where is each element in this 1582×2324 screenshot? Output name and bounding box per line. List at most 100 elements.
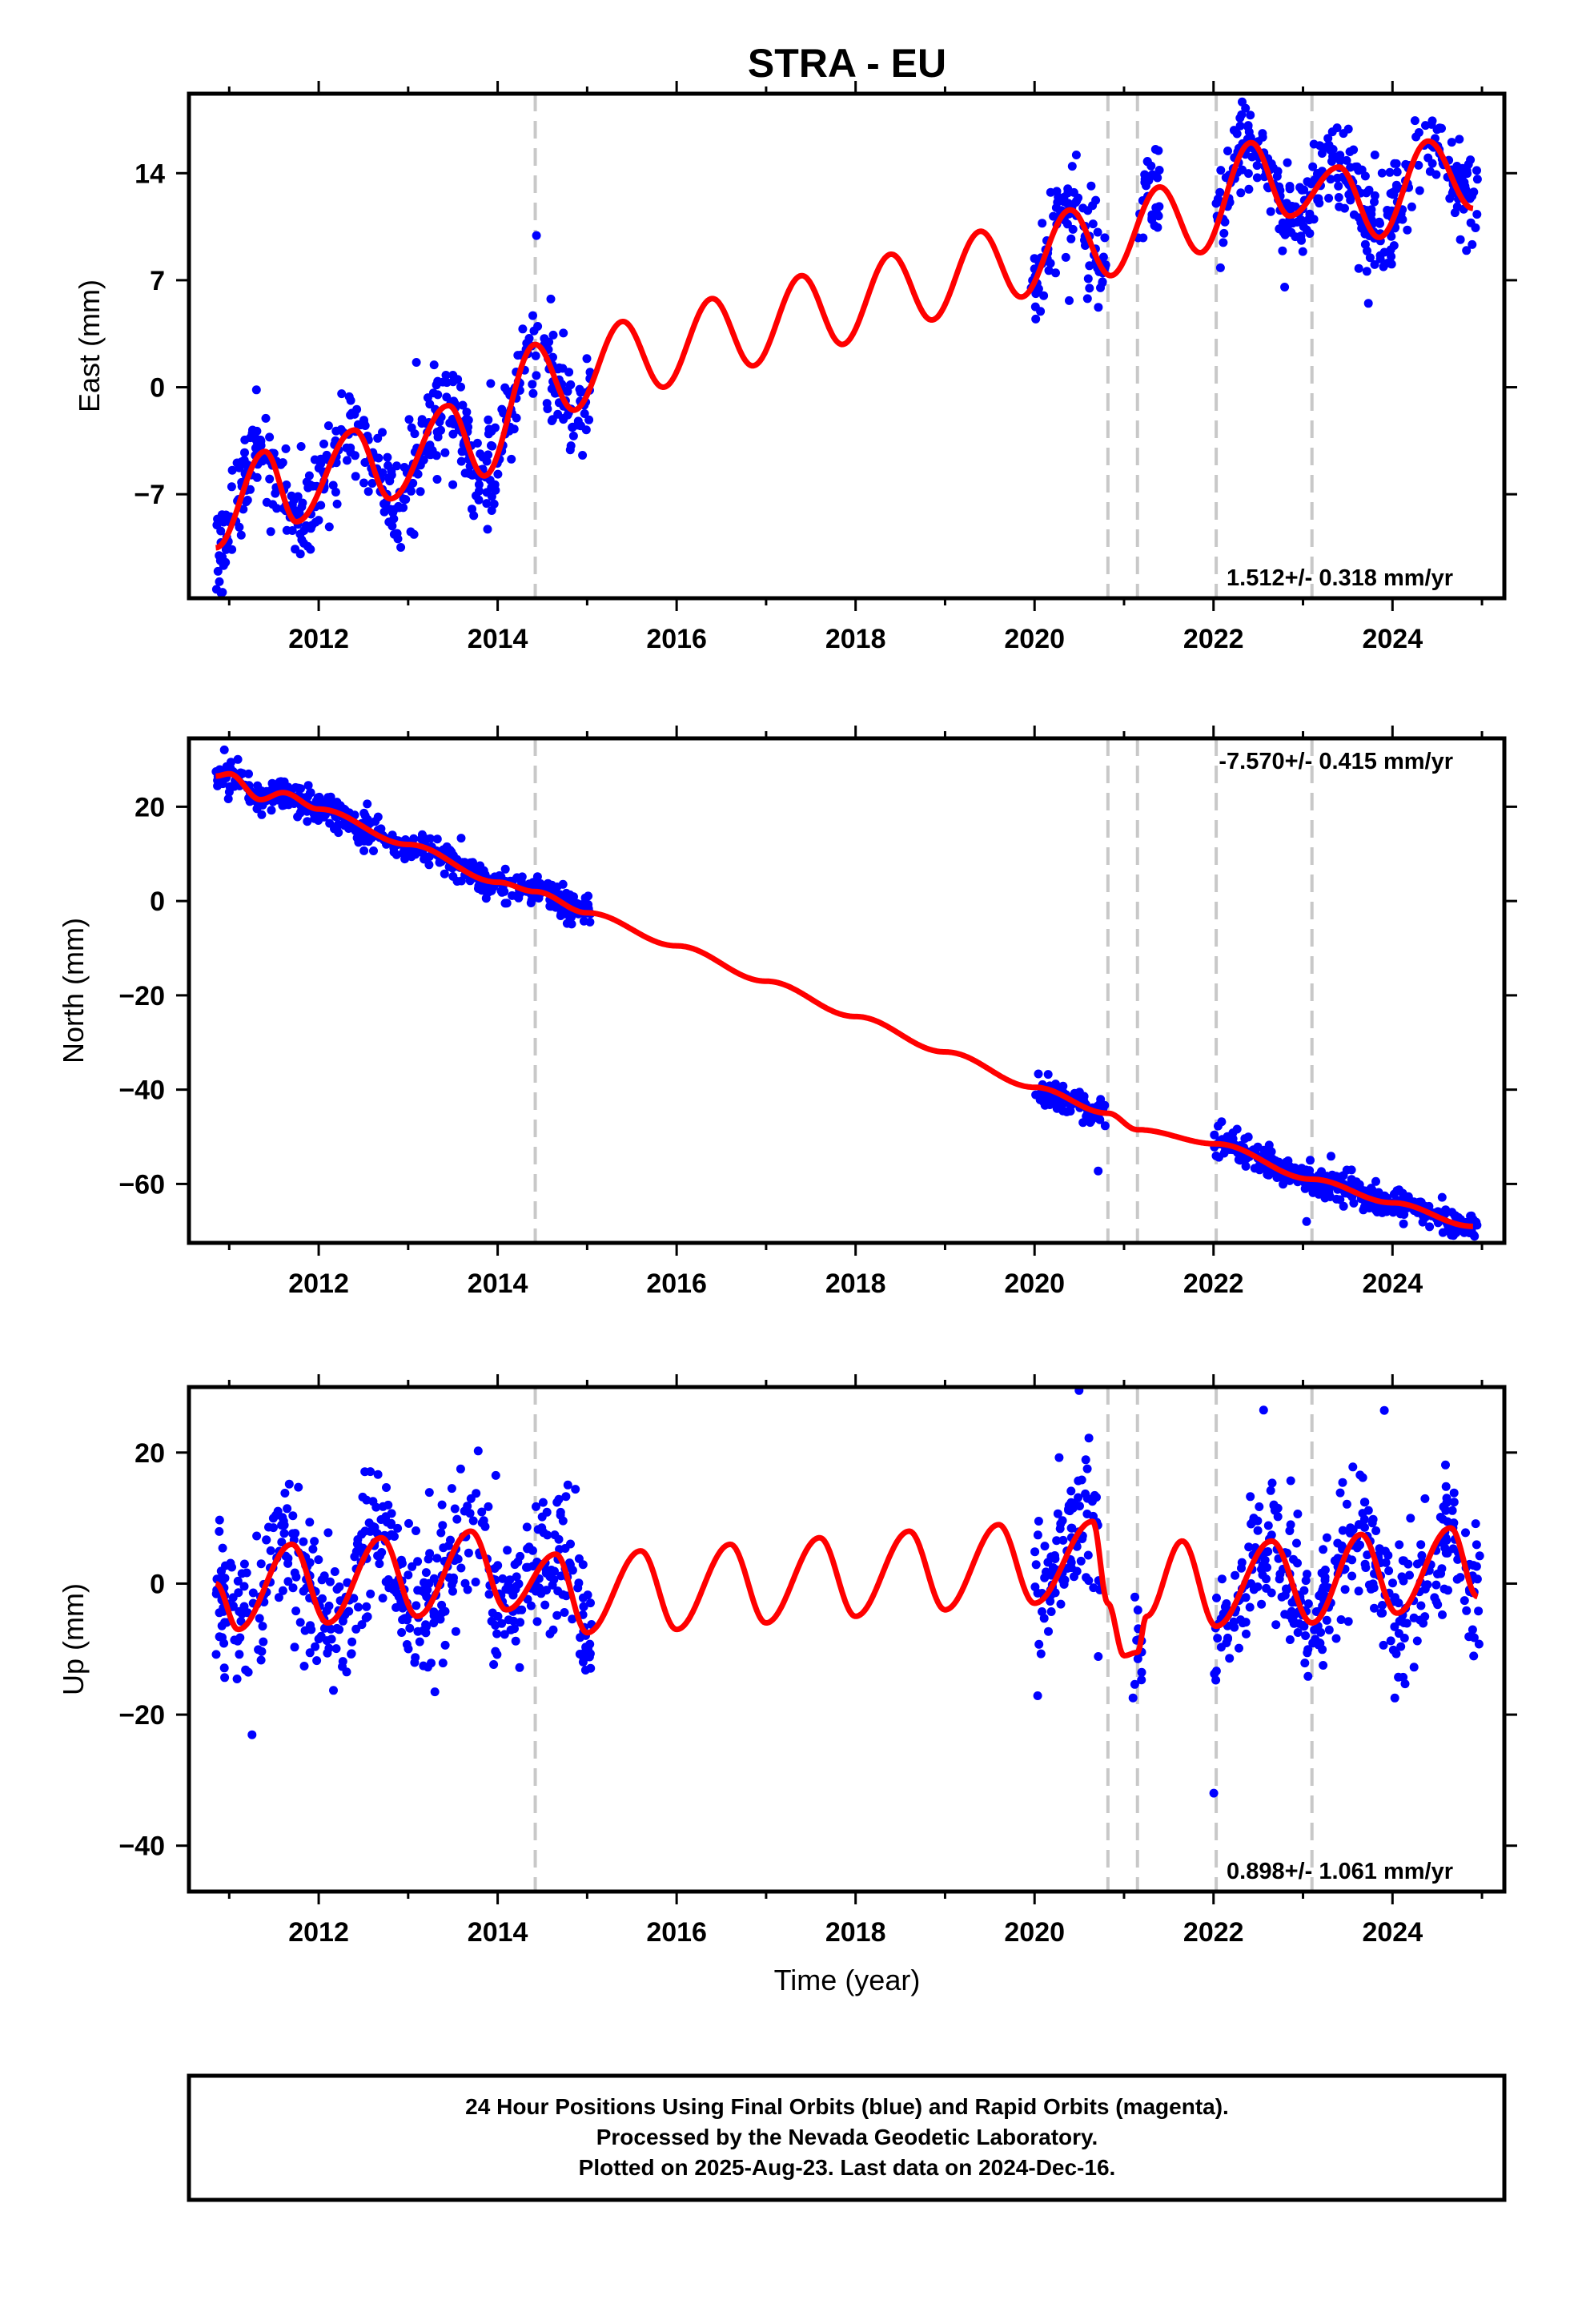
north-data-point-807 <box>1359 1205 1368 1215</box>
east-data-point-938 <box>1238 165 1247 175</box>
north-data-point-135 <box>244 769 253 778</box>
up-data-point-17 <box>451 1626 460 1636</box>
east-data-point-627 <box>1153 173 1162 183</box>
up-data-point-941 <box>1400 1679 1410 1689</box>
east-panel: 2012 2014 2016 2018 2020 2022 2024 −7 0 7 14 East… <box>73 81 1517 654</box>
east-data-point-626 <box>1147 210 1157 219</box>
up-data-point-845 <box>1416 1601 1426 1610</box>
up-data-point-391 <box>404 1644 413 1654</box>
north-data-point-438 <box>310 814 319 823</box>
footer-line-3: Plotted on 2025-Aug-23. Last data on 202… <box>579 2155 1116 2180</box>
north-data-point-900 <box>1305 1166 1315 1176</box>
up-data-point-97 <box>391 1602 401 1612</box>
up-data-point-177 <box>290 1568 299 1578</box>
east-data-point-514 <box>1065 296 1074 305</box>
up-data-point-790 <box>1386 1636 1395 1646</box>
up-data-point-32 <box>450 1504 460 1514</box>
up-data-point-354 <box>477 1507 487 1517</box>
north-data-point-597 <box>1086 1118 1095 1128</box>
north-data-point-430 <box>512 873 522 883</box>
east-data-point-570 <box>1044 266 1054 275</box>
east-data-point-631 <box>1141 171 1150 180</box>
east-data-point-304 <box>282 480 291 489</box>
north-panel: 2012 2014 2016 2018 2020 2022 2024 −60 −40 −20 0 2… <box>57 726 1517 1299</box>
up-data-point-322 <box>523 1562 532 1572</box>
up-data-point-380 <box>537 1512 547 1522</box>
up-y-axis: −40 −20 0 20 <box>118 1438 1517 1862</box>
up-data-point-243 <box>318 1594 327 1603</box>
up-data-point-427 <box>436 1614 445 1624</box>
up-data-point-739 <box>1266 1486 1275 1495</box>
east-data-point-782 <box>1334 193 1343 202</box>
north-data-point-301 <box>448 871 458 881</box>
up-x-tick-label-2018: 2018 <box>825 1917 886 1948</box>
up-data-point-528 <box>1084 1433 1094 1443</box>
north-data-point-792 <box>1243 1132 1253 1142</box>
up-data-point-932 <box>1397 1572 1407 1582</box>
east-data-point-978 <box>1384 207 1394 216</box>
east-data-point-912 <box>1220 217 1230 227</box>
up-data-point-510 <box>1038 1607 1046 1616</box>
up-data-point-125 <box>405 1623 415 1633</box>
north-y-tick-label-0: 0 <box>150 887 165 917</box>
up-data-point-405 <box>394 1592 404 1602</box>
east-data-point-450 <box>314 516 323 525</box>
east-data-point-222 <box>585 368 595 377</box>
east-data-point-970 <box>1211 199 1221 208</box>
east-data-point-432 <box>487 506 496 515</box>
up-data-point-616 <box>1379 1405 1389 1415</box>
figure-title: STRA - EU <box>748 41 946 86</box>
east-data-point-408 <box>482 499 492 509</box>
up-data-point-865 <box>1286 1476 1295 1486</box>
north-data-point-51 <box>532 872 542 882</box>
east-data-point-410 <box>337 389 347 399</box>
up-data-point-808 <box>1244 1542 1254 1552</box>
east-data-point-207 <box>383 460 393 470</box>
up-data-point-54 <box>471 1578 480 1586</box>
up-data-point-195 <box>291 1606 301 1616</box>
east-data-point-907 <box>1425 167 1435 176</box>
east-data-point-915 <box>1349 210 1359 219</box>
up-data-point-181 <box>211 1650 221 1659</box>
north-data-point-924 <box>1315 1182 1324 1192</box>
east-data-point-472 <box>432 451 441 460</box>
up-data-point-383 <box>578 1560 588 1570</box>
east-data-point-193 <box>486 379 496 388</box>
up-data-point-117 <box>259 1637 268 1647</box>
up-data-point-578 <box>1054 1453 1064 1462</box>
up-data-point-604 <box>1133 1606 1142 1614</box>
footer-frame <box>187 2073 1507 2202</box>
east-data-point-173 <box>396 543 406 552</box>
north-data-point-289 <box>500 899 510 908</box>
up-data-point-695 <box>1259 1405 1268 1415</box>
east-data-point-356 <box>581 425 591 435</box>
east-data-point-796 <box>1327 127 1337 137</box>
up-data-point-565 <box>1074 1493 1083 1502</box>
east-data-point-953 <box>1268 163 1278 173</box>
up-data-point-545 <box>1082 1573 1091 1582</box>
up-data-point-500 <box>427 1659 436 1668</box>
east-data-point-852 <box>1469 187 1479 197</box>
east-data-point-264 <box>468 505 476 514</box>
north-data-point-925 <box>1355 1180 1364 1189</box>
east-data-point-886 <box>1375 219 1384 228</box>
up-data-point-481 <box>390 1532 399 1541</box>
east-data-point-468 <box>400 463 409 472</box>
east-data-point-968 <box>1456 167 1465 177</box>
up-data-point-598 <box>1082 1464 1092 1474</box>
east-data-point-341 <box>532 371 541 380</box>
up-data-point-220 <box>256 1655 266 1665</box>
east-data-point-302 <box>383 452 392 462</box>
up-data-point-788 <box>1277 1592 1287 1602</box>
up-data-point-384 <box>277 1521 287 1530</box>
east-data-point-971 <box>1216 166 1226 175</box>
up-data-point-827 <box>1375 1544 1384 1554</box>
up-data-point-508 <box>1058 1535 1068 1545</box>
east-data-point-833 <box>1313 169 1323 178</box>
east-data-point-856 <box>1280 283 1290 292</box>
up-data-point-556 <box>1078 1534 1087 1543</box>
up-data-point-467 <box>319 1623 329 1633</box>
up-data-point-318 <box>247 1730 257 1739</box>
up-data-point-855 <box>1412 1559 1422 1569</box>
up-data-point-187 <box>330 1567 339 1576</box>
